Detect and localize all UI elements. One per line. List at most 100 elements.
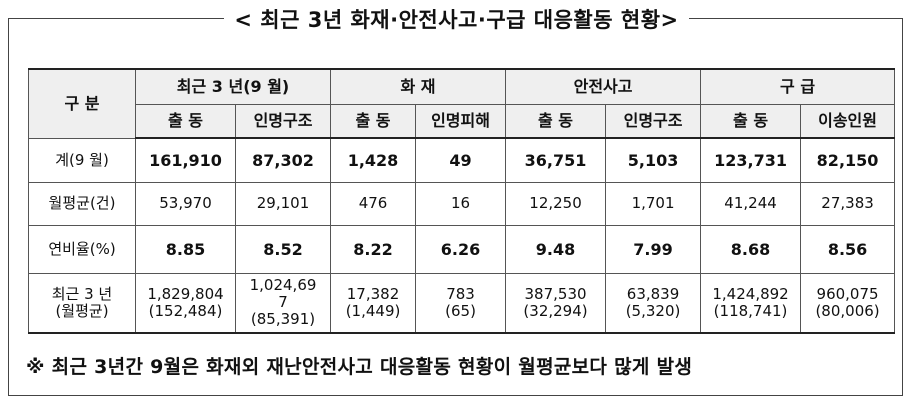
cell: 12,250 bbox=[505, 181, 607, 226]
cell-line: 960,075 bbox=[816, 284, 879, 303]
cell: 476 bbox=[330, 181, 417, 226]
cell: 27,383 bbox=[800, 181, 896, 226]
cell: 1,424,892 (118,741) bbox=[700, 272, 802, 334]
cell-line: 9.48 bbox=[535, 239, 576, 259]
cell: 82,150 bbox=[800, 137, 896, 183]
sub-header: 인명피해 bbox=[415, 103, 507, 139]
cell-line: (1,449) bbox=[345, 301, 401, 320]
row-label-line: 월평균(건) bbox=[48, 194, 116, 212]
cell: 8.52 bbox=[234, 224, 332, 274]
cell: 29,101 bbox=[234, 181, 332, 226]
cell: 783 (65) bbox=[415, 272, 507, 334]
cell-line: 36,751 bbox=[524, 150, 587, 170]
cell-line: 5,103 bbox=[627, 150, 679, 170]
row-label-line: 최근 3 년 bbox=[51, 284, 113, 303]
cell-line: 1,829,804 bbox=[147, 284, 224, 303]
cell: 6.26 bbox=[415, 224, 507, 274]
cell-line: 476 bbox=[358, 194, 388, 212]
cell-line: 6.26 bbox=[440, 239, 481, 259]
group-header: 화 재 bbox=[330, 68, 507, 105]
cell-line: (32,294) bbox=[523, 301, 588, 320]
sub-header: 이송인원 bbox=[800, 103, 896, 139]
row-label: 연비율(%) bbox=[28, 224, 136, 274]
header-row: 구 분 최근 3 년(9 월) 화 재 안전사고 구 급 bbox=[28, 68, 896, 139]
cell: 36,751 bbox=[505, 137, 607, 183]
cell: 9.48 bbox=[505, 224, 607, 274]
cell-line: 8.22 bbox=[353, 239, 393, 259]
cell-line: 1,428 bbox=[347, 150, 399, 170]
sub-header: 출 동 bbox=[505, 103, 607, 139]
data-row: 계(9 월) 161,910 87,302 1,428 49 36,751 5,103 123… bbox=[28, 137, 896, 183]
group-header: 구 급 bbox=[700, 68, 896, 105]
cell-line: 82,150 bbox=[816, 150, 879, 170]
row-label: 월평균(건) bbox=[28, 181, 136, 226]
group-header: 최근 3 년(9 월) bbox=[134, 68, 332, 105]
cell-line: 161,910 bbox=[149, 150, 222, 170]
row-label-line: (월평균) bbox=[55, 301, 109, 320]
cell-line: 8.52 bbox=[263, 239, 303, 259]
cell: 8.68 bbox=[700, 224, 802, 274]
cell: 17,382 (1,449) bbox=[330, 272, 417, 334]
cell: 8.22 bbox=[330, 224, 417, 274]
row-label-line: 연비율(%) bbox=[48, 239, 116, 258]
cell-line: 17,382 bbox=[346, 284, 400, 303]
cell-line: 123,731 bbox=[714, 150, 787, 170]
cell-line: 41,244 bbox=[724, 194, 777, 212]
cell-line: 1,024,69 bbox=[249, 276, 317, 295]
row-label-line: 계(9 월) bbox=[55, 150, 109, 169]
sub-header: 출 동 bbox=[700, 103, 802, 139]
cell-line: 27,383 bbox=[821, 194, 874, 212]
cell-line: 7 bbox=[278, 293, 288, 312]
cell-line: 12,250 bbox=[529, 194, 582, 212]
cell-line: 783 bbox=[446, 284, 475, 303]
cell: 387,530 (32,294) bbox=[505, 272, 607, 334]
cell-line: 29,101 bbox=[256, 194, 310, 212]
cell-line: 1,424,892 bbox=[712, 284, 789, 303]
cell: 53,970 bbox=[135, 181, 236, 226]
cell: 5,103 bbox=[605, 137, 702, 183]
cell-line: 87,302 bbox=[252, 150, 314, 170]
sub-header: 인명구조 bbox=[605, 103, 702, 139]
cell-line: (65) bbox=[445, 301, 476, 320]
cell: 123,731 bbox=[700, 137, 802, 183]
note: ※ 최근 3년간 9월은 화재외 재난안전사고 대응활동 현황이 월평균보다 많… bbox=[26, 356, 693, 378]
cell-line: 53,970 bbox=[159, 194, 212, 212]
cell-line: 8.68 bbox=[730, 239, 771, 259]
sub-header: 인명구조 bbox=[234, 103, 332, 139]
cell: 1,024,69 7 (85,391) bbox=[234, 272, 332, 334]
cell: 1,701 bbox=[605, 181, 702, 226]
cell-line: 63,839 bbox=[626, 284, 680, 303]
cell-line: (152,484) bbox=[148, 301, 223, 320]
cell: 960,075 (80,006) bbox=[800, 272, 896, 334]
cell-line: 16 bbox=[450, 194, 471, 212]
row-label: 계(9 월) bbox=[28, 137, 136, 183]
cell: 1,829,804 (152,484) bbox=[135, 272, 236, 334]
cell-line: (85,391) bbox=[250, 310, 316, 329]
cell-line: (118,741) bbox=[713, 301, 788, 320]
corner-header: 구 분 bbox=[28, 68, 136, 139]
data-row: 월평균(건) 53,970 29,101 476 16 12,250 1,701 41,244… bbox=[28, 181, 896, 226]
data-row: 최근 3 년 (월평균) 1,829,804 (152,484) 1,024,69 7 (8… bbox=[28, 272, 896, 334]
group-header: 안전사고 bbox=[505, 68, 702, 105]
data-row: 연비율(%) 8.85 8.52 8.22 6.26 9.48 7.99 8.68 8.56 bbox=[28, 224, 896, 274]
cell: 16 bbox=[415, 181, 507, 226]
cell-line: 7.99 bbox=[633, 239, 673, 259]
cell: 49 bbox=[415, 137, 507, 183]
title: < 최근 3년 화재·안전사고·구급 대응활동 현황> bbox=[0, 4, 913, 34]
table-body: 계(9 월) 161,910 87,302 1,428 49 36,751 5,103 123… bbox=[28, 137, 896, 334]
cell-line: 8.85 bbox=[165, 239, 206, 259]
cell: 161,910 bbox=[135, 137, 236, 183]
header-row: 출 동 인명구조 출 동 인명피해 출 동 인명구조 출 동 이송인원 bbox=[29, 103, 896, 139]
cell: 1,428 bbox=[330, 137, 417, 183]
sub-header: 출 동 bbox=[330, 103, 417, 139]
cell: 7.99 bbox=[605, 224, 702, 274]
cell-line: (80,006) bbox=[815, 301, 880, 320]
cell-line: 8.56 bbox=[827, 239, 868, 259]
cell-line: 49 bbox=[449, 150, 472, 170]
cell: 63,839 (5,320) bbox=[605, 272, 702, 334]
sub-header: 출 동 bbox=[135, 103, 236, 139]
title-text: < 최근 3년 화재·안전사고·구급 대응활동 현황> bbox=[224, 8, 689, 32]
cell-line: 1,701 bbox=[631, 194, 675, 212]
